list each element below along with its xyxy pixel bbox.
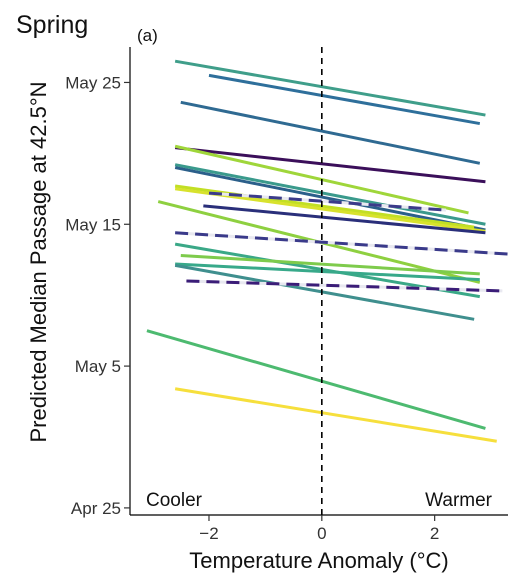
x-tick-label-3: 2 — [430, 524, 439, 543]
x-axis-ticks: −2 0 2 — [199, 515, 439, 543]
series-line-20 — [174, 387, 497, 443]
annotation-cooler: Cooler — [146, 490, 203, 511]
x-tick-label-1: −2 — [199, 524, 218, 543]
series-layer — [146, 59, 509, 443]
series-line-9 — [174, 187, 486, 233]
series-line-1 — [174, 59, 486, 117]
series-line-13 — [175, 231, 509, 256]
y-axis-title: Predicted Median Passage at 42.5°N — [26, 81, 51, 442]
series-line-15 — [175, 262, 480, 282]
series-line-2 — [208, 73, 481, 126]
series-line-4 — [174, 146, 486, 184]
series-line-16 — [180, 253, 480, 276]
series-line-18 — [186, 279, 503, 293]
y-axis-ticks: Apr 25 May 5 May 15 May 25 — [65, 73, 130, 518]
chart-title: Spring — [16, 11, 88, 39]
x-axis-title: Temperature Anomaly (°C) — [189, 548, 448, 573]
y-tick-label-1: Apr 25 — [71, 499, 121, 518]
panel-label: (a) — [137, 26, 158, 45]
series-line-5 — [174, 163, 486, 226]
y-tick-label-4: May 25 — [65, 73, 121, 92]
series-line-11 — [203, 204, 486, 235]
series-line-3 — [180, 100, 481, 165]
series-line-7 — [174, 166, 486, 232]
series-line-19 — [146, 329, 486, 430]
x-tick-label-2: 0 — [317, 524, 326, 543]
y-tick-label-2: May 5 — [75, 357, 121, 376]
annotation-warmer: Warmer — [425, 490, 493, 511]
series-line-17 — [174, 263, 475, 321]
y-tick-label-3: May 15 — [65, 215, 121, 234]
series-line-10-underlay — [208, 191, 447, 212]
